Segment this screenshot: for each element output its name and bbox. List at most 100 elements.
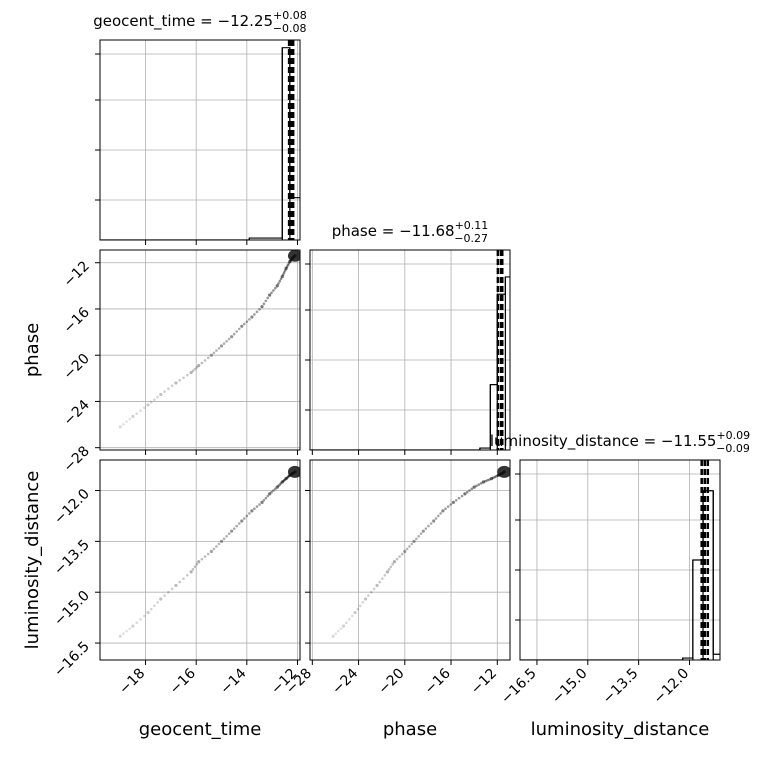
xlabel-luminosity_distance: luminosity_distance [531, 719, 710, 740]
panel-frame [99, 459, 301, 661]
sample-point [245, 514, 249, 518]
sample-point [197, 364, 201, 368]
panel-frame [99, 39, 301, 241]
title-prefix: luminosity_distance = [490, 432, 661, 451]
sample-point [167, 387, 170, 391]
title-prefix: geocent_time = [93, 12, 217, 31]
title-prefix: phase = [332, 222, 399, 240]
sample-point [345, 621, 348, 625]
sample-point [264, 496, 268, 500]
sample-point [277, 484, 280, 488]
sample-point [200, 557, 204, 561]
sample-point [361, 601, 365, 604]
panel-geocent_time-vs-geocent_time: geocent_time = −12.25+0.08 −0.08 [93, 9, 307, 245]
sample-point [277, 282, 280, 285]
sample-point [122, 632, 125, 636]
sample-point [380, 577, 384, 580]
sample-point [186, 573, 189, 577]
sample-point [170, 587, 174, 591]
sample-point [248, 318, 251, 321]
xlabel-geocent_time: geocent_time [139, 719, 262, 740]
tick-label-x: −18 [116, 666, 148, 698]
sample-point [189, 370, 193, 375]
scatter-points [331, 465, 510, 638]
sample-point [274, 487, 277, 491]
sample-point [392, 560, 396, 564]
sample-point [444, 507, 447, 511]
sample-point [146, 403, 150, 407]
sample-point [217, 346, 221, 350]
sample-point [412, 539, 416, 543]
tick-label-x: −12 [468, 666, 500, 698]
sample-point [460, 494, 464, 498]
sample-point [468, 489, 471, 492]
sample-point [275, 485, 279, 489]
sample-point [156, 395, 159, 399]
sample-point [484, 479, 487, 483]
title-phase: phase = −11.68+0.11 −0.27 [332, 219, 489, 245]
sample-point [446, 505, 450, 508]
sample-point [237, 327, 241, 331]
sample-point [378, 580, 381, 584]
panel-luminosity_distance-vs-phase: −28 −24 −20 −16 −12 [283, 459, 511, 698]
title-plus: +0.09 [716, 429, 750, 442]
sample-point [232, 527, 236, 530]
sample-point [118, 634, 122, 638]
sample-point [454, 498, 458, 502]
sample-point [178, 580, 182, 584]
sample-point [250, 509, 254, 513]
sample-point [245, 320, 249, 323]
sample-point [369, 590, 373, 594]
xlabel-phase: phase [383, 719, 437, 740]
title-median: −11.55 [661, 432, 717, 450]
sample-point [206, 552, 210, 556]
sample-point [139, 409, 142, 412]
sample-point [131, 414, 135, 419]
sample-point [143, 614, 146, 618]
sample-point [266, 296, 270, 300]
sample-point [243, 322, 246, 326]
sample-point [429, 522, 433, 525]
sample-point [278, 483, 282, 486]
sample-point [262, 498, 266, 502]
tick-label-x: −14 [217, 665, 249, 697]
sample-point [118, 425, 122, 429]
sample-point [331, 634, 335, 638]
sample-point [191, 568, 195, 571]
sample-point [260, 500, 264, 504]
sample-point [465, 490, 469, 494]
sample-point [260, 305, 264, 309]
sample-point [163, 390, 166, 393]
sample-point [272, 289, 275, 292]
ylabel-luminosity_distance: luminosity_distance [22, 471, 43, 650]
sample-point [258, 503, 261, 506]
sample-point [240, 519, 244, 523]
sample-point [195, 366, 199, 369]
sample-point [383, 573, 387, 577]
tick-label-x: −15.0 [549, 666, 591, 708]
tick-label-x: −16 [422, 665, 454, 697]
sample-point [463, 492, 467, 496]
sample-point [235, 524, 239, 528]
sample-point [227, 532, 231, 536]
title-minus: −0.09 [716, 442, 750, 455]
sample-point [356, 607, 359, 611]
sample-point [182, 577, 185, 580]
sample-point [479, 482, 483, 485]
sample-point [282, 271, 286, 274]
tick-label-x: −16 [167, 665, 199, 697]
sample-point [363, 597, 368, 601]
sample-point [415, 537, 418, 541]
sample-point [457, 496, 461, 500]
tick-label-y: −15.0 [51, 588, 93, 630]
sample-point [219, 539, 224, 543]
sample-point [424, 527, 428, 530]
sample-point [477, 483, 481, 486]
scatter-points [118, 250, 300, 429]
sample-point [178, 379, 182, 382]
sample-point [182, 376, 185, 380]
sample-point [217, 542, 221, 546]
sample-point [139, 618, 142, 621]
tick-label-x: −13.5 [600, 666, 642, 708]
